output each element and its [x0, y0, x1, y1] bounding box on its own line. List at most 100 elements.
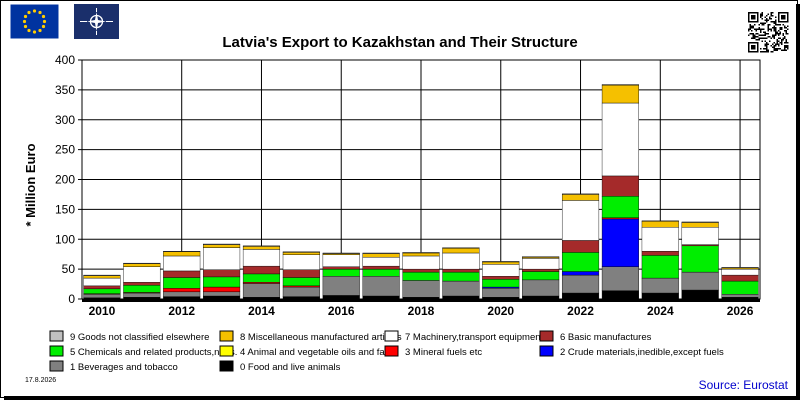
- qr-module: [775, 16, 777, 18]
- qr-module: [784, 37, 786, 39]
- qr-module: [785, 45, 787, 47]
- bar-stack-2022: [561, 193, 600, 300]
- qr-module: [776, 48, 778, 50]
- bar-segment: [561, 193, 600, 195]
- qr-module: [785, 40, 787, 42]
- qr-module: [757, 28, 759, 30]
- qr-module: [775, 45, 777, 47]
- bar-segment: [482, 279, 520, 288]
- nato-flag-icon: [74, 4, 119, 39]
- bar-segment: [561, 200, 600, 241]
- qr-module: [752, 27, 754, 29]
- qr-module: [781, 27, 783, 29]
- bar-segment: [402, 252, 440, 254]
- x-tick-label: 2026: [727, 304, 754, 318]
- qr-module: [785, 31, 787, 33]
- bar-segment: [322, 266, 360, 270]
- qr-module: [767, 33, 769, 35]
- qr-module: [766, 49, 768, 51]
- bar-segment: [203, 286, 241, 293]
- bar-segment: [83, 277, 121, 287]
- bar-segment: [362, 268, 400, 277]
- bar-segment: [282, 277, 320, 287]
- qr-module: [770, 51, 772, 53]
- qr-module: [773, 34, 775, 36]
- qr-code-icon: [748, 12, 789, 53]
- legend-label: 8 Miscellaneous manufactured articles: [240, 332, 402, 343]
- qr-module: [769, 24, 771, 26]
- qr-module: [760, 16, 762, 18]
- eu-flag-icon: [9, 3, 60, 40]
- bar-segment: [482, 264, 520, 277]
- y-tick-label: 150: [55, 202, 75, 216]
- qr-module: [761, 51, 763, 53]
- bar-segment: [522, 279, 560, 297]
- legend-item: 2 Crude materials,inedible,except fuels: [539, 345, 724, 358]
- qr-module: [784, 46, 786, 48]
- bar-segment: [601, 196, 639, 218]
- qr-module: [758, 24, 760, 26]
- bar-segment: [242, 283, 281, 298]
- legend-swatch: [539, 330, 554, 342]
- bar-segment: [203, 291, 241, 297]
- legend-label: 6 Basic manufactures: [560, 332, 652, 343]
- qr-module: [764, 22, 766, 24]
- qr-module: [758, 27, 760, 29]
- qr-module: [773, 22, 775, 24]
- qr-module: [779, 31, 781, 33]
- bar-segment: [203, 247, 241, 270]
- qr-module: [760, 30, 762, 32]
- qr-module: [766, 48, 768, 50]
- bar-stack-2012: [163, 250, 201, 300]
- qr-module: [776, 24, 778, 26]
- qr-module: [767, 51, 769, 53]
- y-tick-label: 0: [68, 292, 75, 306]
- qr-module: [779, 42, 781, 44]
- x-tick-labels: 2010 2012 2014 2016 2018 2020 2022 2024 2026: [89, 304, 754, 318]
- qr-module: [770, 18, 772, 20]
- bar-segment: [163, 251, 201, 257]
- qr-module: [751, 37, 753, 39]
- qr-module: [779, 27, 781, 29]
- qr-module: [764, 31, 766, 33]
- bars: [83, 84, 759, 300]
- qr-module: [787, 25, 789, 27]
- qr-module: [772, 21, 774, 23]
- qr-module: [769, 28, 771, 30]
- bar-segment: [641, 227, 679, 252]
- qr-module: [760, 48, 762, 50]
- qr-module: [754, 34, 756, 36]
- bar-stack-2015: [282, 251, 320, 300]
- qr-module: [775, 24, 777, 26]
- qr-module: [787, 45, 789, 47]
- qr-module: [787, 46, 789, 48]
- y-tick-label: 350: [55, 83, 75, 97]
- qr-module: [761, 37, 763, 39]
- qr-module: [775, 28, 777, 30]
- qr-module: [751, 27, 753, 29]
- bar-segment: [322, 252, 360, 254]
- legend-item: 4 Animal and vegetable oils and fats: [219, 345, 392, 358]
- qr-module: [778, 30, 780, 32]
- legend-swatch: [384, 345, 399, 357]
- legend-swatch: [539, 345, 554, 357]
- bar-segment: [681, 271, 719, 291]
- legend-item: 5 Chemicals and related products,n.e.s.: [49, 345, 237, 358]
- qr-module: [772, 43, 774, 45]
- bar-segment: [561, 271, 600, 276]
- qr-module: [754, 24, 756, 26]
- qr-finder-core: [751, 45, 756, 50]
- qr-module: [782, 37, 784, 39]
- qr-module: [752, 37, 754, 39]
- bar-stack-2019: [442, 247, 480, 300]
- qr-module: [748, 34, 750, 36]
- bar-segment: [322, 268, 360, 277]
- qr-finder-core: [751, 15, 756, 20]
- bar-segment: [282, 286, 320, 297]
- bar-segment: [601, 218, 639, 267]
- bar-segment: [681, 289, 719, 300]
- bar-segment: [282, 252, 320, 255]
- qr-module: [761, 18, 763, 20]
- qr-module: [760, 15, 762, 17]
- qr-module: [782, 49, 784, 51]
